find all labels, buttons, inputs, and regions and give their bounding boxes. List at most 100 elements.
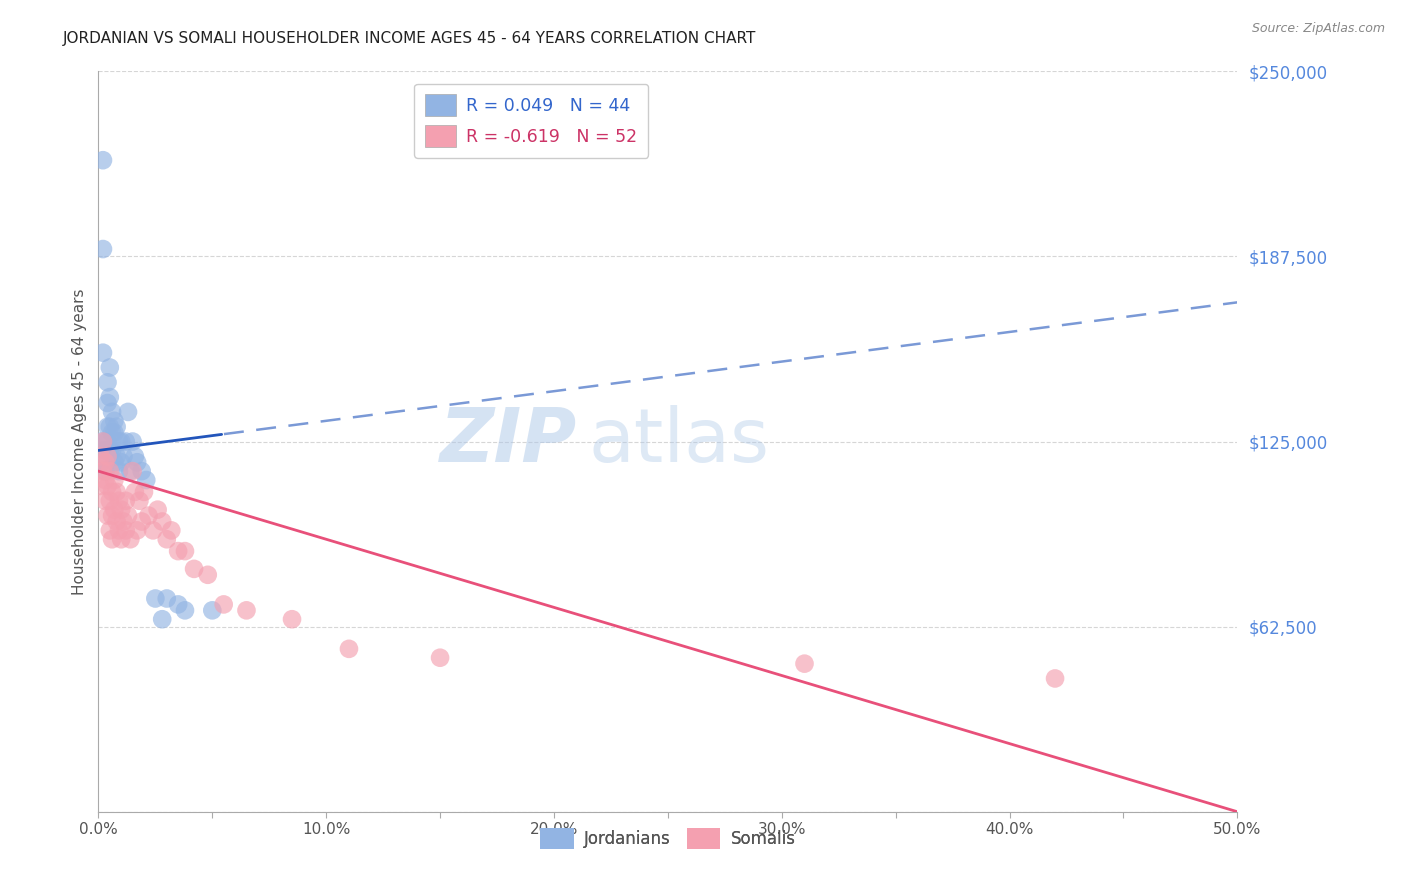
- Point: [121, 464, 143, 478]
- Point: [337, 641, 360, 656]
- Point: [117, 405, 139, 419]
- Point: [114, 493, 136, 508]
- Point: [101, 533, 124, 547]
- Point: [112, 450, 135, 464]
- Point: [108, 434, 131, 449]
- Point: [98, 390, 121, 404]
- Point: [197, 567, 219, 582]
- Text: atlas: atlas: [588, 405, 769, 478]
- Point: [98, 443, 121, 458]
- Point: [110, 502, 132, 516]
- Point: [101, 425, 124, 440]
- Point: [127, 524, 149, 538]
- Text: ZIP: ZIP: [440, 405, 576, 478]
- Point: [167, 544, 190, 558]
- Point: [110, 434, 132, 449]
- Point: [91, 242, 114, 256]
- Point: [160, 524, 183, 538]
- Point: [90, 450, 112, 464]
- Point: [112, 515, 135, 529]
- Point: [138, 508, 160, 523]
- Point: [135, 473, 157, 487]
- Point: [110, 533, 132, 547]
- Point: [90, 434, 112, 449]
- Point: [127, 455, 149, 469]
- Text: Source: ZipAtlas.com: Source: ZipAtlas.com: [1251, 22, 1385, 36]
- Point: [96, 479, 118, 493]
- Point: [150, 515, 173, 529]
- Point: [98, 419, 121, 434]
- Point: [108, 524, 131, 538]
- Point: [94, 455, 117, 469]
- Point: [174, 544, 197, 558]
- Point: [103, 414, 125, 428]
- Point: [94, 493, 117, 508]
- Point: [94, 443, 117, 458]
- Point: [105, 515, 128, 529]
- Point: [146, 502, 169, 516]
- Point: [124, 484, 146, 499]
- Point: [103, 473, 125, 487]
- Point: [96, 419, 118, 434]
- Point: [94, 455, 117, 469]
- Point: [91, 464, 114, 478]
- Point: [117, 508, 139, 523]
- Point: [90, 479, 112, 493]
- Point: [156, 591, 179, 606]
- Point: [114, 434, 136, 449]
- Point: [90, 455, 112, 469]
- Point: [105, 484, 128, 499]
- Point: [145, 591, 167, 606]
- Point: [167, 598, 190, 612]
- Point: [174, 603, 197, 617]
- Point: [96, 450, 118, 464]
- Point: [101, 405, 124, 419]
- Point: [121, 434, 143, 449]
- Point: [120, 464, 142, 478]
- Point: [94, 473, 117, 487]
- Point: [103, 502, 125, 516]
- Point: [128, 493, 150, 508]
- Point: [150, 612, 173, 626]
- Point: [1043, 672, 1066, 686]
- Point: [105, 450, 128, 464]
- Point: [142, 524, 165, 538]
- Point: [98, 493, 121, 508]
- Point: [120, 533, 142, 547]
- Legend: Jordanians, Somalis: Jordanians, Somalis: [534, 822, 801, 855]
- Point: [96, 396, 118, 410]
- Point: [91, 153, 114, 168]
- Point: [281, 612, 304, 626]
- Point: [94, 434, 117, 449]
- Point: [131, 464, 153, 478]
- Point: [96, 376, 118, 390]
- Point: [110, 455, 132, 469]
- Point: [98, 360, 121, 375]
- Point: [103, 455, 125, 469]
- Point: [156, 533, 179, 547]
- Point: [132, 484, 155, 499]
- Point: [108, 493, 131, 508]
- Point: [96, 508, 118, 523]
- Point: [101, 508, 124, 523]
- Point: [101, 443, 124, 458]
- Point: [131, 515, 153, 529]
- Point: [124, 450, 146, 464]
- Point: [94, 464, 117, 478]
- Point: [429, 650, 451, 665]
- Point: [114, 524, 136, 538]
- Point: [212, 598, 235, 612]
- Point: [201, 603, 224, 617]
- Point: [103, 425, 125, 440]
- Point: [793, 657, 815, 671]
- Y-axis label: Householder Income Ages 45 - 64 years: Householder Income Ages 45 - 64 years: [72, 288, 87, 595]
- Point: [98, 524, 121, 538]
- Point: [235, 603, 257, 617]
- Point: [96, 434, 118, 449]
- Point: [108, 464, 131, 478]
- Point: [183, 562, 205, 576]
- Point: [98, 464, 121, 478]
- Point: [91, 345, 114, 359]
- Point: [105, 419, 128, 434]
- Point: [101, 484, 124, 499]
